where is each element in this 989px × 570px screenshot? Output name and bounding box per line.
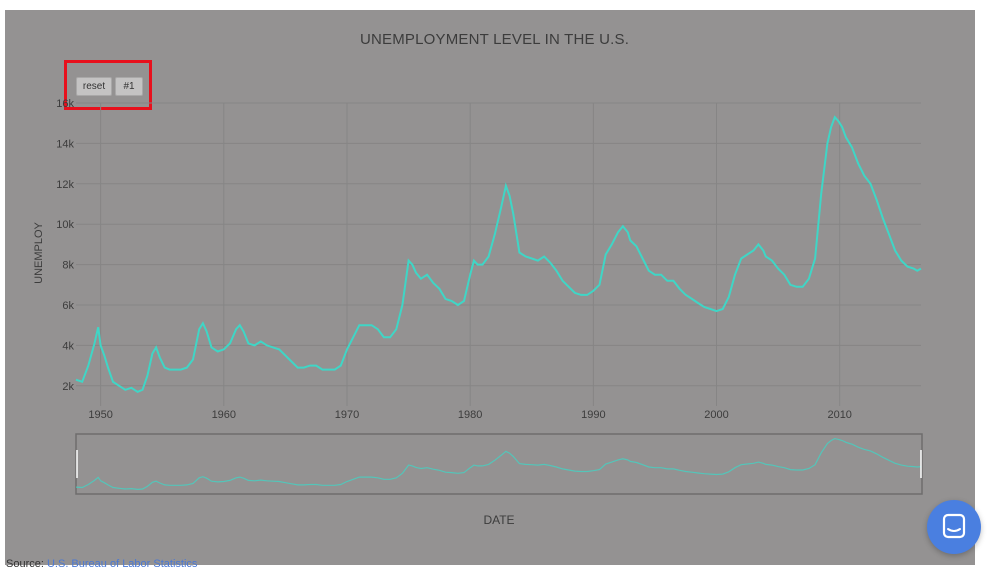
x-tick-label: 1960 <box>212 409 236 421</box>
annotation-highlight-box <box>64 60 152 110</box>
series-1-button[interactable]: #1 <box>115 77 143 96</box>
x-axis-ticks: 1950 1960 1970 1980 1990 2000 2010 <box>88 409 852 421</box>
source-label: Source: <box>6 558 44 570</box>
series-line <box>75 115 922 394</box>
source-link[interactable]: U.S. Bureau of Labor Statistics <box>46 558 198 570</box>
x-tick-label: 1970 <box>335 409 359 421</box>
y-axis-label: UNEMPLOY <box>33 221 45 283</box>
chat-icon <box>942 513 966 539</box>
y-tick-label: 6k <box>62 300 74 312</box>
x-tick-label: 1980 <box>458 409 482 421</box>
y-tick-label: 10k <box>56 219 74 231</box>
y-tick-label: 14k <box>56 138 74 150</box>
source-note: Source: U.S. Bureau of Labor Statistics <box>6 558 197 570</box>
reset-button[interactable]: reset <box>76 77 112 96</box>
y-tick-label: 4k <box>62 340 74 352</box>
y-tick-label: 2k <box>62 381 74 393</box>
x-tick-label: 2010 <box>827 409 851 421</box>
x-axis-label: DATE <box>483 513 514 527</box>
chart-title: UNEMPLOYMENT LEVEL IN THE U.S. <box>359 31 630 48</box>
x-tick-label: 1950 <box>88 409 112 421</box>
range-navigator[interactable] <box>75 433 923 495</box>
y-axis-ticks: 2k 4k 6k 8k 10k 12k 14k 16k <box>56 98 74 393</box>
grid-lines <box>76 102 921 406</box>
chat-launcher-button[interactable] <box>927 500 981 554</box>
navigator-series-line <box>75 437 922 491</box>
y-tick-label: 8k <box>62 260 74 272</box>
x-tick-label: 2000 <box>704 409 728 421</box>
x-tick-label: 1990 <box>581 409 605 421</box>
y-tick-label: 16k <box>56 98 74 110</box>
y-tick-label: 12k <box>56 179 74 191</box>
